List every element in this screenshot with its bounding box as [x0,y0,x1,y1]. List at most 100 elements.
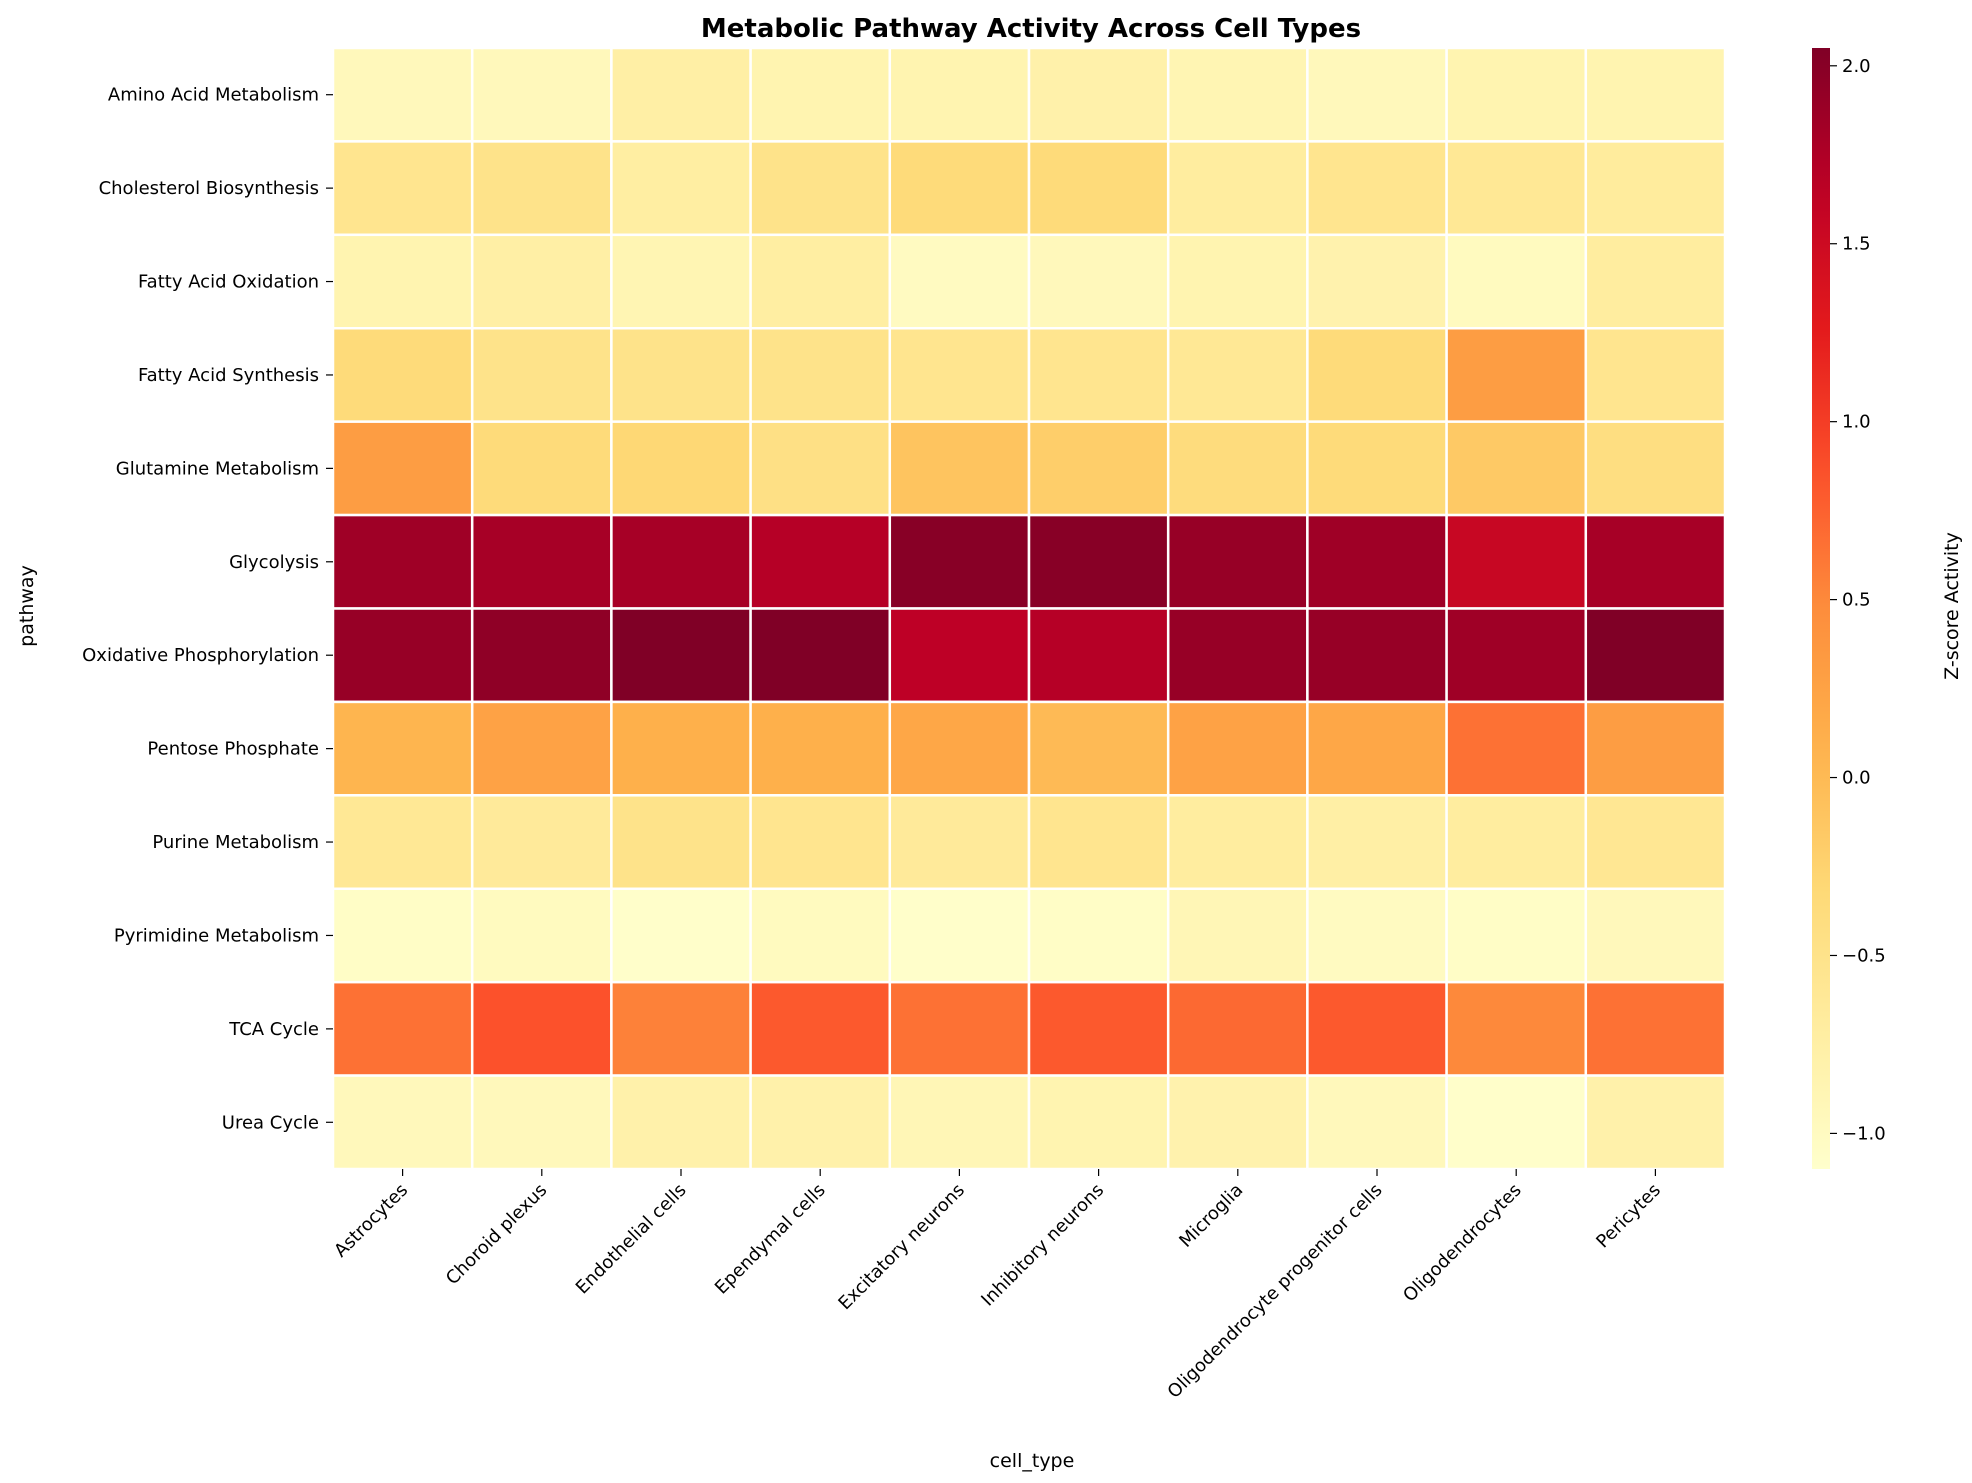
x-tick-label: Inhibitory neurons [977,1180,1108,1311]
y-tick-label: Fatty Acid Oxidation [138,272,319,293]
heatmap-cell-pentose-phosphate-excitatory-neurons [888,700,1031,797]
heatmap-cell-amino-acid-metabolism-ependymal-cells [749,46,892,143]
heatmap-cell-glutamine-metabolism-endothelial-cells [610,420,752,517]
y-tick-label: Pentose Phosphate [147,739,319,760]
heatmap-cell-pentose-phosphate-endothelial-cells [610,700,752,797]
heatmap-cell-pentose-phosphate-microglia [1166,700,1309,797]
heatmap-cell-pentose-phosphate-oligodendrocytes [1445,700,1588,797]
y-tick-label: Amino Acid Metabolism [108,85,319,106]
heatmap-cell-pyrimidine-metabolism-microglia [1166,887,1309,984]
heatmap-cell-amino-acid-metabolism-oligodendrocyte-progenitor-cells [1306,46,1448,143]
heatmap-cell-glycolysis-pericytes [1584,513,1727,610]
colorbar-tick-label: −1.0 [1842,1123,1886,1144]
heatmap-cell-pyrimidine-metabolism-oligodendrocytes [1445,887,1588,984]
x-tick-label: Endothelial cells [572,1180,691,1299]
colorbar-tick-label: 1.0 [1842,412,1871,433]
y-tick-label: Cholesterol Biosynthesis [99,178,319,199]
y-tick-label: Glutamine Metabolism [116,458,319,479]
heatmap-cell-oxidative-phosphorylation-ependymal-cells [749,607,892,704]
heatmap-cell-pentose-phosphate-pericytes [1584,700,1727,797]
heatmap-cell-fatty-acid-oxidation-astrocytes [331,233,474,330]
x-tick-label: Excitatory neurons [834,1180,969,1315]
heatmap-cell-fatty-acid-synthesis-endothelial-cells [610,327,752,423]
heatmap-cell-fatty-acid-oxidation-oligodendrocyte-progenitor-cells [1306,233,1448,330]
x-tick-label: Ependymal cells [711,1180,830,1299]
heatmap-cell-purine-metabolism-microglia [1166,794,1309,890]
heatmap-cell-cholesterol-biosynthesis-inhibitory-neurons [1027,140,1170,237]
heatmap-cell-tca-cycle-endothelial-cells [610,980,752,1077]
heatmap-cell-urea-cycle-pericytes [1584,1074,1727,1171]
y-tick-label: Purine Metabolism [152,832,319,853]
heatmap-cell-glycolysis-excitatory-neurons [888,513,1031,610]
x-axis-ticks: Astrocytes Choroid plexus Endothelial cell… [330,1169,1665,1403]
heatmap-cell-urea-cycle-inhibitory-neurons [1027,1074,1170,1171]
colorbar-label: Z-score Activity [1941,532,1963,680]
heatmap-cell-cholesterol-biosynthesis-oligodendrocytes [1445,140,1588,237]
chart-title: Metabolic Pathway Activity Across Cell T… [701,14,1361,44]
x-tick-label: Astrocytes [330,1180,412,1262]
heatmap-cell-cholesterol-biosynthesis-endothelial-cells [610,140,752,237]
heatmap-cell-amino-acid-metabolism-choroid-plexus [470,46,613,143]
heatmap-cell-urea-cycle-ependymal-cells [749,1074,892,1171]
heatmap-cell-tca-cycle-ependymal-cells [749,980,892,1077]
heatmap-cell-pyrimidine-metabolism-pericytes [1584,887,1727,984]
heatmap-cell-cholesterol-biosynthesis-ependymal-cells [749,140,892,237]
heatmap-cell-urea-cycle-astrocytes [331,1074,474,1171]
colorbar-tick-label: −0.5 [1842,945,1886,966]
heatmap-cell-purine-metabolism-pericytes [1584,794,1727,890]
heatmap-cell-pyrimidine-metabolism-oligodendrocyte-progenitor-cells [1306,887,1448,984]
heatmap-cell-fatty-acid-synthesis-oligodendrocytes [1445,327,1588,423]
heatmap-cell-purine-metabolism-astrocytes [331,794,474,890]
heatmap-cell-fatty-acid-synthesis-astrocytes [331,327,474,423]
x-tick-label: Oligodendrocytes [1399,1180,1526,1307]
heatmap-cell-amino-acid-metabolism-excitatory-neurons [888,46,1031,143]
heatmap-cell-glutamine-metabolism-inhibitory-neurons [1027,420,1170,517]
heatmap-cell-oxidative-phosphorylation-endothelial-cells [610,607,752,704]
heatmap-cell-amino-acid-metabolism-endothelial-cells [610,46,752,143]
heatmap-cell-fatty-acid-oxidation-microglia [1166,233,1309,330]
heatmap-cell-fatty-acid-synthesis-pericytes [1584,327,1727,423]
heatmap-cell-tca-cycle-microglia [1166,980,1309,1077]
y-tick-label: Fatty Acid Synthesis [138,365,319,386]
heatmap-cell-oxidative-phosphorylation-inhibitory-neurons [1027,607,1170,704]
x-tick-label: Microglia [1175,1180,1247,1252]
heatmap-cell-glycolysis-choroid-plexus [470,513,613,610]
heatmap-cell-pentose-phosphate-choroid-plexus [470,700,613,797]
heatmap-cell-fatty-acid-synthesis-ependymal-cells [749,327,892,423]
heatmap-cell-oxidative-phosphorylation-microglia [1166,607,1309,704]
heatmap-cell-purine-metabolism-inhibitory-neurons [1027,794,1170,890]
heatmap-cell-tca-cycle-inhibitory-neurons [1027,980,1170,1077]
heatmap-cell-glutamine-metabolism-microglia [1166,420,1309,517]
heatmap-cell-fatty-acid-oxidation-inhibitory-neurons [1027,233,1170,330]
heatmap-cell-fatty-acid-oxidation-ependymal-cells [749,233,892,330]
heatmap-cell-pyrimidine-metabolism-ependymal-cells [749,887,892,984]
x-tick-label: Choroid plexus [442,1180,551,1289]
y-axis-ticks: Amino Acid Metabolism Cholesterol Biosynt… [82,85,333,1133]
x-tick-label: Oligodendrocyte progenitor cells [1164,1180,1387,1403]
heatmap-cell-fatty-acid-synthesis-oligodendrocyte-progenitor-cells [1306,327,1448,423]
heatmap-cell-glycolysis-microglia [1166,513,1309,610]
heatmap-cell-pyrimidine-metabolism-astrocytes [331,887,474,984]
y-tick-label: Pyrimidine Metabolism [114,925,319,946]
heatmap-cell-urea-cycle-choroid-plexus [470,1074,613,1171]
heatmap-cell-glycolysis-oligodendrocytes [1445,513,1588,610]
heatmap-cell-pentose-phosphate-oligodendrocyte-progenitor-cells [1306,700,1448,797]
heatmap-cell-fatty-acid-oxidation-endothelial-cells [610,233,752,330]
heatmap-cell-glycolysis-astrocytes [331,513,474,610]
heatmap-cell-cholesterol-biosynthesis-oligodendrocyte-progenitor-cells [1306,140,1448,237]
heatmap-cell-amino-acid-metabolism-oligodendrocytes [1445,46,1588,143]
heatmap-cell-urea-cycle-microglia [1166,1074,1309,1171]
colorbar: 2.0 1.5 1.0 0.5 0.0 −0.5 −1.0 [1812,48,1886,1169]
heatmap-cell-glycolysis-oligodendrocyte-progenitor-cells [1306,513,1448,610]
heatmap-cell-purine-metabolism-endothelial-cells [610,794,752,890]
heatmap-cell-pentose-phosphate-ependymal-cells [749,700,892,797]
heatmap-cell-pyrimidine-metabolism-excitatory-neurons [888,887,1031,984]
y-tick-label: TCA Cycle [228,1019,319,1040]
heatmap-cell-fatty-acid-synthesis-microglia [1166,327,1309,423]
heatmap-cell-tca-cycle-astrocytes [331,980,474,1077]
heatmap-cell-urea-cycle-oligodendrocytes [1445,1074,1588,1171]
heatmap-cell-tca-cycle-oligodendrocytes [1445,980,1588,1077]
heatmap-cell-oxidative-phosphorylation-excitatory-neurons [888,607,1031,704]
heatmap-cell-tca-cycle-excitatory-neurons [888,980,1031,1077]
